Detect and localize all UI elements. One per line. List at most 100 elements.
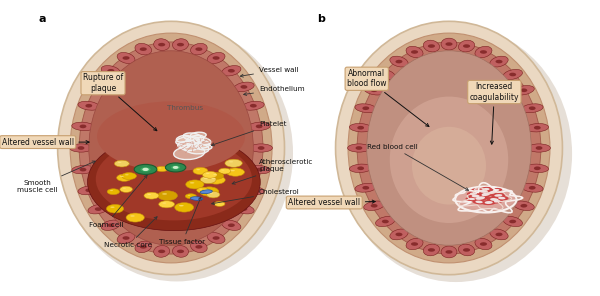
Ellipse shape [107, 223, 115, 227]
Ellipse shape [88, 133, 260, 231]
Ellipse shape [222, 220, 241, 230]
Ellipse shape [97, 101, 245, 171]
Ellipse shape [241, 207, 247, 211]
Ellipse shape [190, 182, 194, 184]
Ellipse shape [214, 201, 225, 206]
Ellipse shape [411, 50, 418, 54]
Ellipse shape [106, 205, 124, 213]
Ellipse shape [199, 189, 202, 190]
Ellipse shape [376, 216, 395, 226]
Ellipse shape [200, 190, 212, 194]
Ellipse shape [190, 132, 206, 138]
Ellipse shape [495, 196, 508, 200]
Ellipse shape [171, 165, 180, 169]
Ellipse shape [229, 161, 233, 163]
Ellipse shape [534, 166, 541, 170]
Ellipse shape [207, 192, 220, 198]
Ellipse shape [503, 70, 523, 80]
Ellipse shape [498, 197, 505, 200]
Ellipse shape [480, 50, 487, 54]
Ellipse shape [140, 245, 147, 249]
Ellipse shape [120, 186, 133, 192]
Ellipse shape [206, 173, 209, 174]
Ellipse shape [348, 33, 550, 263]
Ellipse shape [364, 201, 385, 210]
Ellipse shape [494, 200, 500, 202]
Ellipse shape [101, 220, 121, 230]
Ellipse shape [85, 189, 92, 192]
Text: Vessel wall: Vessel wall [241, 67, 298, 77]
Ellipse shape [180, 141, 202, 151]
Ellipse shape [250, 144, 272, 152]
Ellipse shape [204, 189, 209, 191]
Ellipse shape [390, 96, 508, 223]
Circle shape [142, 168, 149, 171]
Ellipse shape [472, 195, 489, 201]
Text: a: a [39, 14, 46, 24]
Ellipse shape [395, 233, 403, 236]
Ellipse shape [117, 233, 135, 244]
Ellipse shape [463, 248, 470, 252]
Ellipse shape [479, 190, 487, 193]
Ellipse shape [80, 125, 86, 128]
Ellipse shape [184, 143, 209, 154]
Ellipse shape [335, 21, 562, 275]
Ellipse shape [175, 202, 194, 212]
Ellipse shape [191, 44, 207, 55]
Text: Tissue factor: Tissue factor [160, 197, 205, 245]
Ellipse shape [472, 200, 486, 204]
Ellipse shape [126, 213, 145, 222]
Ellipse shape [172, 245, 188, 257]
Ellipse shape [156, 166, 168, 172]
Ellipse shape [349, 164, 372, 173]
Ellipse shape [485, 201, 493, 204]
Ellipse shape [200, 176, 216, 184]
Ellipse shape [117, 52, 135, 63]
Ellipse shape [110, 207, 115, 208]
Ellipse shape [256, 168, 263, 171]
Ellipse shape [357, 126, 364, 130]
Ellipse shape [70, 33, 272, 263]
Ellipse shape [490, 229, 508, 240]
Ellipse shape [493, 189, 499, 191]
Ellipse shape [101, 66, 121, 76]
Ellipse shape [494, 194, 502, 197]
Ellipse shape [193, 167, 208, 175]
Ellipse shape [406, 238, 423, 250]
Ellipse shape [470, 192, 477, 195]
Ellipse shape [490, 188, 502, 192]
Ellipse shape [212, 56, 220, 60]
Ellipse shape [424, 244, 440, 256]
Ellipse shape [395, 60, 403, 63]
Ellipse shape [148, 194, 151, 195]
Ellipse shape [490, 198, 499, 201]
Ellipse shape [233, 82, 254, 92]
Ellipse shape [529, 186, 536, 190]
Ellipse shape [118, 162, 121, 163]
Ellipse shape [382, 220, 389, 223]
Ellipse shape [189, 140, 209, 148]
Ellipse shape [445, 42, 452, 46]
Ellipse shape [521, 183, 543, 192]
Ellipse shape [462, 186, 509, 206]
Ellipse shape [529, 106, 536, 110]
Ellipse shape [482, 188, 490, 191]
Ellipse shape [503, 216, 523, 226]
Ellipse shape [177, 250, 184, 253]
Ellipse shape [534, 126, 541, 130]
Ellipse shape [489, 191, 496, 194]
Text: Smooth
muscle cell: Smooth muscle cell [17, 161, 95, 193]
Text: Endothelium: Endothelium [244, 86, 305, 96]
Ellipse shape [428, 44, 435, 48]
Ellipse shape [58, 21, 284, 275]
Ellipse shape [347, 144, 370, 152]
Ellipse shape [135, 241, 152, 252]
Ellipse shape [200, 187, 219, 196]
Ellipse shape [212, 236, 220, 240]
Ellipse shape [190, 197, 203, 200]
Ellipse shape [479, 187, 493, 192]
Ellipse shape [226, 168, 244, 176]
Text: Altered vessel wall: Altered vessel wall [2, 138, 89, 147]
Ellipse shape [472, 188, 483, 193]
Ellipse shape [463, 44, 470, 48]
